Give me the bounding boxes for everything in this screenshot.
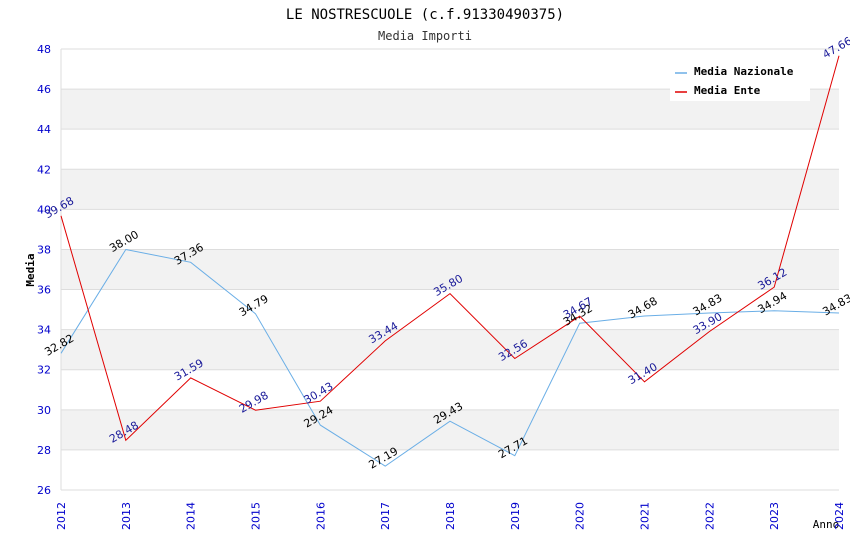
- x-tick-label: 2014: [185, 502, 198, 530]
- x-tick-label: 2020: [574, 502, 587, 530]
- y-tick-label: 32: [37, 364, 51, 377]
- chart-title: LE NOSTRESCUOLE (c.f.91330490375): [286, 7, 564, 23]
- y-tick-labels: 26 28 30 32 34 36 38 40 42 44 46 48: [37, 43, 51, 497]
- x-axis-label: Anno: [813, 518, 840, 531]
- x-tick-labels: 2012 2013 2014 2015 2016 2017 2018 2019 2020 2021…: [55, 502, 846, 530]
- chart-subtitle: Media Importi: [378, 29, 472, 43]
- data-label: 34.94: [756, 289, 790, 316]
- x-tick-label: 2012: [55, 502, 68, 530]
- y-tick-label: 30: [37, 404, 51, 417]
- data-label: 30.43: [302, 380, 336, 407]
- y-tick-label: 28: [37, 444, 51, 457]
- y-tick-label: 26: [37, 484, 51, 497]
- y-tick-label: 34: [37, 324, 51, 337]
- band: [61, 329, 839, 370]
- x-tick-label: 2023: [768, 502, 781, 530]
- data-label: 34.68: [626, 294, 660, 321]
- y-axis-label: Media: [24, 253, 37, 286]
- x-tick-label: 2021: [639, 502, 652, 530]
- y-tick-label: 38: [37, 243, 51, 256]
- x-tick-label: 2017: [379, 502, 392, 530]
- x-tick-label: 2013: [120, 502, 133, 530]
- x-tick-label: 2018: [444, 502, 457, 530]
- x-tick-label: 2015: [250, 502, 263, 530]
- series-line-ente: [60, 55, 840, 442]
- legend-box: [670, 60, 810, 101]
- legend: Media Nazionale Media Ente: [670, 60, 810, 101]
- y-tick-label: 40: [37, 203, 51, 216]
- x-tick-label: 2024: [833, 502, 846, 530]
- series-line-nazionale: [60, 248, 840, 467]
- y-tick-label: 46: [37, 83, 51, 96]
- y-tick-label: 42: [37, 163, 51, 176]
- y-tick-label: 48: [37, 43, 51, 56]
- x-tick-label: 2022: [703, 502, 716, 530]
- background-bands: [61, 89, 839, 450]
- band: [61, 169, 839, 210]
- data-label: 34.83: [820, 291, 850, 318]
- x-tick-label: 2016: [314, 502, 327, 530]
- series-lines: [60, 55, 840, 467]
- legend-label-ente: Media Ente: [694, 84, 761, 97]
- y-tick-label: 44: [37, 123, 51, 136]
- band: [61, 249, 839, 290]
- band: [61, 409, 839, 450]
- data-label: 34.79: [237, 292, 271, 319]
- x-tick-label: 2019: [509, 502, 522, 530]
- gridlines: [60, 48, 839, 491]
- legend-label-nazionale: Media Nazionale: [694, 65, 794, 78]
- data-label: 47.66: [820, 34, 850, 61]
- data-label: 39.68: [42, 194, 76, 221]
- y-tick-label: 36: [37, 284, 51, 297]
